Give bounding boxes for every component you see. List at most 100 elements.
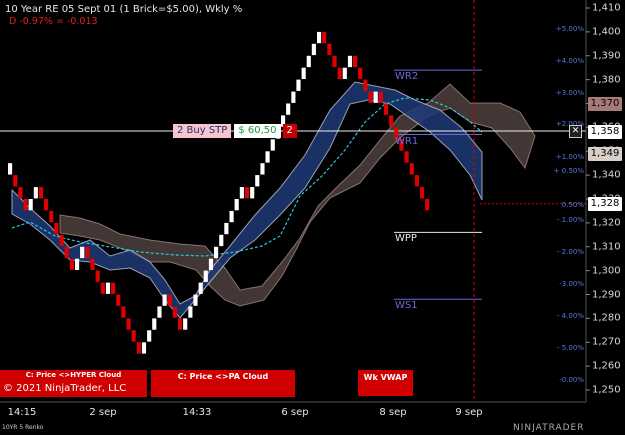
renko-brick — [327, 43, 332, 56]
price-tag: 1,358 — [588, 125, 622, 140]
renko-brick — [131, 330, 136, 342]
renko-brick — [95, 270, 100, 282]
close-order-icon[interactable]: ✕ — [569, 125, 582, 138]
daily-change: D -0.97% = -0.013 — [9, 16, 98, 27]
hyper-cloud-panel[interactable]: C: Price <>HYPER Cloud — [0, 370, 147, 397]
y-tick-label: 1,290 — [592, 289, 621, 300]
order-quantity[interactable]: 2 — [282, 124, 297, 138]
renko-brick — [198, 282, 203, 294]
renko-brick — [425, 199, 430, 211]
renko-brick — [409, 163, 414, 175]
ninjatrader-logo: NINJATRADER — [513, 423, 585, 433]
renko-brick — [157, 306, 162, 318]
renko-brick — [260, 163, 265, 175]
percent-label: +1.00% — [555, 153, 584, 161]
renko-brick — [234, 199, 239, 211]
renko-brick — [255, 175, 260, 187]
renko-brick — [162, 294, 167, 306]
x-tick-label: 9 sep — [455, 407, 483, 418]
renko-brick — [250, 187, 255, 199]
y-tick-label: 1,270 — [592, 336, 621, 348]
percent-label: - 2.00% — [557, 248, 584, 256]
order-price[interactable]: $ 60,50 — [234, 124, 281, 138]
renko-brick — [178, 318, 183, 330]
renko-brick — [219, 234, 224, 247]
y-tick-label: 1,320 — [592, 217, 621, 229]
renko-brick — [59, 234, 64, 247]
renko-brick — [394, 127, 399, 139]
price-tag: 1,349 — [588, 146, 622, 161]
wk-vwap-label: Wk VWAP — [363, 373, 408, 382]
price-tag: 1,370 — [588, 96, 622, 111]
renko-brick — [373, 91, 378, 103]
renko-brick — [342, 67, 347, 79]
renko-brick — [49, 210, 54, 223]
wk-vwap-panel[interactable]: Wk VWAP — [358, 370, 413, 396]
renko-brick — [152, 318, 157, 330]
renko-brick — [347, 55, 353, 68]
y-tick-label: 1,280 — [592, 312, 621, 324]
renko-brick — [23, 199, 28, 211]
renko-brick — [378, 91, 383, 103]
renko-brick — [332, 55, 337, 68]
renko-brick — [208, 258, 214, 270]
renko-brick — [229, 210, 234, 223]
y-tick-label: 1,340 — [592, 169, 621, 181]
renko-brick — [317, 31, 322, 44]
renko-brick — [64, 246, 69, 259]
renko-brick — [28, 199, 33, 211]
pa-cloud-panel[interactable]: C: Price <>PA Cloud — [151, 370, 295, 397]
renko-brick — [224, 222, 229, 235]
percent-label: +2.00% — [555, 120, 584, 128]
hyper-cloud-label: C: Price <>HYPER Cloud — [25, 371, 122, 379]
renko-brick — [214, 246, 219, 259]
percent-label: - 4.00% — [557, 312, 584, 320]
pa-cloud-label: C: Price <>PA Cloud — [177, 372, 269, 381]
renko-brick — [399, 139, 404, 151]
y-tick-label: 1,390 — [592, 50, 621, 62]
renko-brick — [239, 187, 244, 199]
renko-brick — [8, 163, 13, 175]
percent-label: +3.00% — [555, 89, 584, 97]
renko-brick — [183, 318, 188, 330]
percent-label: +5.00% — [555, 25, 584, 33]
renko-brick — [193, 294, 198, 306]
renko-brick — [203, 270, 208, 282]
indicator-lines — [11, 97, 483, 257]
renko-brick — [244, 187, 250, 199]
brick-type-label: 10YR 5 Renko — [2, 424, 44, 431]
pivot-label-wr2: WR2 — [395, 71, 419, 83]
percent-label: + 0.50% — [553, 167, 584, 175]
percent-label: +4.00% — [555, 57, 584, 65]
x-tick-label: 8 sep — [379, 407, 407, 418]
buy-stop-order[interactable]: 2 Buy STP $ 60,50 2 — [173, 124, 297, 138]
renko-brick — [100, 282, 105, 294]
price-axis — [0, 0, 590, 403]
renko-brick — [126, 318, 131, 330]
renko-brick — [54, 222, 59, 235]
y-tick-label: 1,400 — [592, 26, 621, 38]
order-label[interactable]: 2 Buy STP — [173, 124, 232, 138]
renko-brick — [172, 306, 177, 318]
x-tick-label: 14:15 — [7, 407, 37, 418]
percent-label: -3.00% — [559, 280, 584, 288]
renko-brick — [167, 294, 172, 306]
renko-brick — [13, 175, 18, 187]
renko-brick — [44, 199, 49, 211]
renko-brick — [38, 187, 44, 199]
x-tick-label: 2 sep — [89, 407, 117, 418]
renko-brick — [188, 306, 193, 318]
hyper-cloud — [11, 81, 483, 319]
renko-brick — [363, 79, 368, 91]
renko-brick — [414, 175, 419, 187]
renko-brick — [116, 294, 121, 306]
renko-brick — [322, 31, 327, 44]
renko-brick — [286, 103, 291, 115]
pivot-label-wr1: WR1 — [395, 135, 419, 147]
renko-brick — [383, 103, 389, 115]
x-tick-label: 6 sep — [281, 407, 309, 418]
renko-brick — [368, 91, 373, 103]
copyright: © 2021 NinjaTrader, LLC — [3, 383, 127, 394]
renko-brick — [33, 187, 38, 199]
